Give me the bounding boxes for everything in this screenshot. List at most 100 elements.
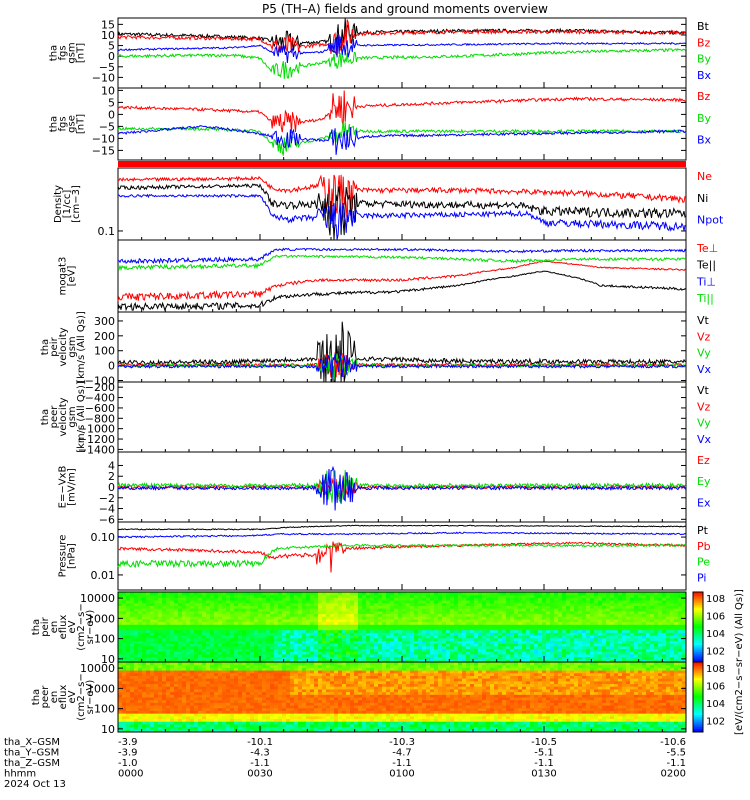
heatmap-cell xyxy=(542,613,547,617)
heatmap-cell xyxy=(202,616,207,620)
heatmap-cell xyxy=(166,713,171,717)
heatmap-cell xyxy=(254,651,259,655)
heatmap-cell xyxy=(262,640,267,644)
heatmap-cell xyxy=(458,651,463,655)
heatmap-cell xyxy=(226,662,231,666)
heatmap-cell xyxy=(426,610,431,615)
heatmap-cell xyxy=(410,656,415,660)
heatmap-cell xyxy=(546,592,551,596)
heatmap-cell xyxy=(202,602,207,606)
heatmap-cell xyxy=(626,624,631,628)
heatmap-cell xyxy=(126,629,131,633)
heatmap-cell xyxy=(618,629,623,633)
heatmap-cell xyxy=(278,627,283,631)
heatmap-cell xyxy=(514,613,519,617)
heatmap-cell xyxy=(574,653,579,658)
heatmap-cell xyxy=(426,653,431,658)
heatmap-cell xyxy=(146,699,151,703)
heatmap-cell xyxy=(274,624,279,628)
heatmap-cell xyxy=(454,659,459,663)
heatmap-cell xyxy=(394,645,399,650)
heatmap-cell xyxy=(198,691,203,695)
heatmap-cell xyxy=(174,721,179,725)
heatmap-cell xyxy=(554,594,559,598)
heatmap-cell xyxy=(646,621,651,625)
heatmap-cell xyxy=(414,616,419,620)
heatmap-cell xyxy=(162,680,167,685)
heatmap-cell xyxy=(514,632,519,636)
heatmap-cell xyxy=(538,594,543,598)
heatmap-cell xyxy=(154,729,159,733)
heatmap-cell xyxy=(138,710,143,714)
heatmap-cell xyxy=(238,702,243,706)
heatmap-cell xyxy=(298,656,303,660)
heatmap-cell xyxy=(614,648,619,652)
heatmap-cell xyxy=(502,597,507,601)
heatmap-cell xyxy=(158,621,163,625)
heatmap-cell xyxy=(162,697,167,701)
heatmap-cell xyxy=(154,610,159,615)
heatmap-cell xyxy=(554,621,559,625)
heatmap-cell xyxy=(634,648,639,652)
heatmap-cell xyxy=(202,621,207,625)
heatmap-cell xyxy=(654,635,659,639)
heatmap-cell xyxy=(298,627,303,631)
heatmap-cell xyxy=(150,672,155,676)
heatmap-cell xyxy=(370,616,375,620)
panel-frame xyxy=(117,311,687,383)
heatmap-cell xyxy=(314,643,319,647)
heatmap-cell xyxy=(134,616,139,620)
heatmap-cell xyxy=(618,627,623,631)
heatmap-cell xyxy=(270,651,275,655)
heatmap-cell xyxy=(598,629,603,633)
heatmap-cell xyxy=(130,729,135,733)
heatmap-cell xyxy=(426,635,431,639)
heatmap-cell xyxy=(174,608,179,612)
heatmap-cell xyxy=(542,616,547,620)
heatmap-cell xyxy=(398,640,403,644)
heatmap-cell xyxy=(350,640,355,644)
heatmap-cell xyxy=(374,651,379,655)
heatmap-cell xyxy=(610,616,615,620)
heatmap-cell xyxy=(278,640,283,644)
heatmap-cell xyxy=(142,637,147,641)
heatmap-cell xyxy=(134,683,139,687)
heatmap-cell xyxy=(662,600,667,604)
heatmap-cell xyxy=(206,651,211,655)
heatmap-cell xyxy=(682,659,687,663)
heatmap-cell xyxy=(422,594,427,598)
heatmap-cell xyxy=(234,710,239,714)
heatmap-cell xyxy=(614,656,619,660)
heatmap-cell xyxy=(202,721,207,725)
heatmap-cell xyxy=(198,729,203,733)
heatmap-cell xyxy=(298,629,303,633)
heatmap-cell xyxy=(334,597,339,601)
heatmap-cell xyxy=(166,726,171,730)
heatmap-cell xyxy=(546,637,551,641)
heatmap-cell xyxy=(414,659,419,663)
heatmap-cell xyxy=(214,675,219,679)
heatmap-cell xyxy=(662,618,667,623)
heatmap-cell xyxy=(258,608,263,612)
heatmap-cell xyxy=(234,688,239,693)
heatmap-cell xyxy=(550,659,555,663)
heatmap-cell xyxy=(314,618,319,623)
heatmap-cell xyxy=(422,645,427,650)
heatmap-cell xyxy=(182,637,187,641)
heatmap-cell xyxy=(242,713,247,717)
heatmap-cell xyxy=(662,610,667,615)
heatmap-cell xyxy=(558,651,563,655)
heatmap-cell xyxy=(658,645,663,650)
heatmap-cell xyxy=(210,691,215,695)
heatmap-cell xyxy=(478,602,483,606)
heatmap-cell xyxy=(258,616,263,620)
heatmap-cell xyxy=(374,635,379,639)
heatmap-cell xyxy=(558,640,563,644)
heatmap-cell xyxy=(574,659,579,663)
heatmap-cell xyxy=(598,616,603,620)
heatmap-cell xyxy=(250,632,255,636)
panel-frame xyxy=(117,17,687,89)
heatmap-cell xyxy=(594,643,599,647)
heatmap-cell xyxy=(142,691,147,695)
heatmap-cell xyxy=(246,697,251,701)
